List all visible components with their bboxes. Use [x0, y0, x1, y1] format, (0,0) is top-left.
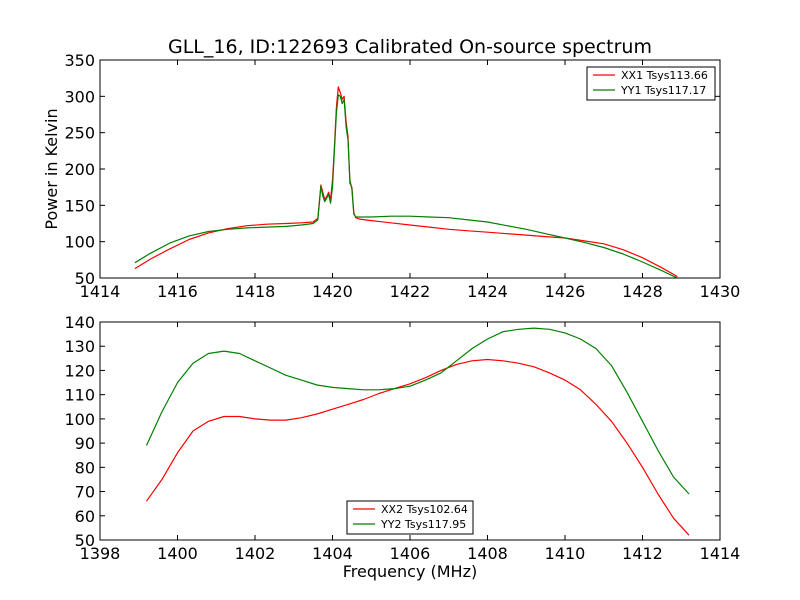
series-line-1	[146, 358, 690, 536]
y-tick-label: 70	[75, 483, 95, 502]
y-tick-label: 250	[64, 124, 95, 143]
upper-subplot: 1414 1416 1418 1420 1422 1424 1426 1428 1430 50 10…	[42, 51, 740, 301]
y-tick-label: 100	[64, 233, 95, 252]
x-tick-label: 1406	[390, 544, 431, 563]
y-tick-label: 300	[64, 87, 95, 106]
legend: XX2 Tsys102.64 YY2 Tsys117.95	[346, 500, 474, 535]
legend-label-2: YY1 Tsys117.17	[620, 84, 706, 97]
y-tick-label: 60	[75, 507, 95, 526]
y-tick-label: 80	[75, 458, 95, 477]
x-tick-label: 1418	[235, 282, 276, 301]
series-line-1	[134, 86, 678, 278]
x-tick-label: 1410	[545, 544, 586, 563]
x-axis-label: Frequency (MHz)	[343, 562, 477, 581]
x-tick-label: 1422	[390, 282, 431, 301]
x-tick-label: 1408	[467, 544, 508, 563]
series-line-2	[134, 94, 678, 278]
series-group	[134, 86, 678, 278]
y-tick-label: 350	[64, 51, 95, 70]
x-tick-label: 1398	[80, 544, 121, 563]
lower-subplot: 1398 1400 1402 1404 1406 1408 1410 1412 1414 50 60…	[64, 313, 740, 581]
legend-label-1: XX1 Tsys113.66	[621, 69, 708, 82]
legend-label-1: XX2 Tsys102.64	[381, 503, 468, 516]
y-tick-label: 150	[64, 196, 95, 215]
x-tick-label: 1414	[700, 544, 741, 563]
legend-box	[346, 500, 474, 535]
x-tick-label: 1414	[80, 282, 121, 301]
x-tick-label: 1428	[622, 282, 663, 301]
x-tick-label: 1420	[312, 282, 353, 301]
y-tick-label: 140	[64, 313, 95, 332]
y-tick-label: 50	[75, 269, 95, 288]
x-tick-label: 1430	[700, 282, 741, 301]
y-tick-label: 200	[64, 160, 95, 179]
y-axis-label: Power in Kelvin	[42, 108, 61, 229]
x-tick-label: 1402	[235, 544, 276, 563]
x-tick-label: 1400	[157, 544, 198, 563]
series-group	[145, 327, 690, 536]
y-tick-label: 50	[75, 531, 95, 550]
x-tick-label: 1412	[622, 544, 663, 563]
series-line-2	[145, 327, 690, 495]
x-tick-label: 1416	[157, 282, 198, 301]
y-tick-label: 90	[75, 434, 95, 453]
legend-label-2: YY2 Tsys117.95	[380, 518, 466, 531]
x-tick-label: 1424	[467, 282, 508, 301]
y-tick-label: 100	[64, 410, 95, 429]
x-tick-label: 1426	[545, 282, 586, 301]
legend: XX1 Tsys113.66 YY1 Tsys117.17	[586, 66, 716, 101]
y-tick-label: 110	[64, 386, 95, 405]
y-tick-label: 130	[64, 337, 95, 356]
legend-box	[586, 66, 716, 101]
chart-title: GLL_16, ID:122693 Calibrated On-source s…	[168, 36, 652, 58]
x-tick-label: 1404	[312, 544, 353, 563]
y-tick-label: 120	[64, 361, 95, 380]
